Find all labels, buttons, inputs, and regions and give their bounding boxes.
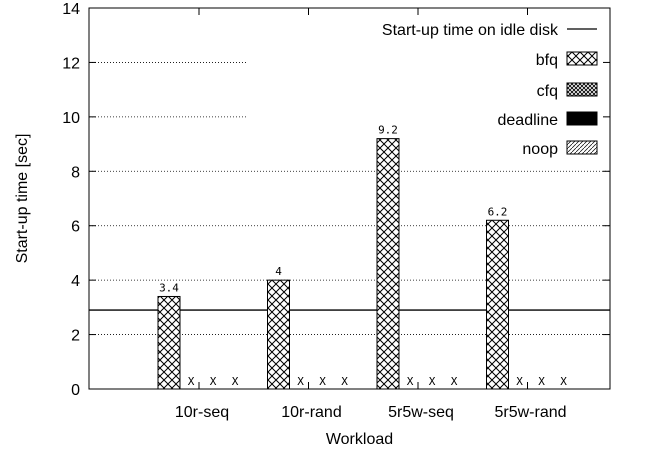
y-tick-label: 4 — [71, 273, 80, 290]
data-label: 3.4 — [159, 281, 179, 294]
legend-label: Start-up time on idle disk — [382, 22, 559, 39]
y-tick-label: 0 — [71, 382, 80, 399]
y-axis-ticks: 0 2 4 6 8 10 12 14 — [62, 1, 610, 399]
y-tick-label: 14 — [62, 1, 80, 18]
data-label: 9.2 — [378, 124, 398, 137]
legend-label: deadline — [498, 112, 559, 129]
bar-bfq — [376, 138, 400, 390]
missing-value-mark: X — [319, 375, 326, 388]
legend-label: bfq — [536, 52, 558, 69]
missing-value-mark: X — [429, 375, 436, 388]
x-axis-ticks: 10r-seq 10r-rand 5r5w-seq 5r5w-rand — [175, 8, 567, 421]
missing-value-mark: X — [538, 375, 545, 388]
plot-frame — [88, 7, 611, 390]
bar-bfq — [486, 219, 509, 390]
legend-swatch-bfq — [566, 51, 598, 66]
legend-swatch-cfq — [566, 82, 598, 97]
x-axis-title: Workload — [326, 431, 393, 448]
y-tick-label: 2 — [71, 328, 80, 345]
bar-bfq — [157, 295, 181, 390]
missing-value-mark: X — [451, 375, 458, 388]
bar-bfq — [267, 279, 290, 390]
legend-label: cfq — [537, 83, 558, 100]
missing-value-mark: X — [560, 375, 567, 388]
missing-value-mark: X — [516, 375, 523, 388]
x-tick-label: 5r5w-rand — [494, 404, 566, 421]
data-label: 4 — [275, 265, 282, 278]
y-tick-label: 12 — [62, 55, 80, 72]
x-tick-label: 5r5w-seq — [388, 404, 454, 421]
x-tick-label: 10r-seq — [175, 404, 229, 421]
x-tick-label: 10r-rand — [281, 404, 341, 421]
y-axis-title: Start-up time [sec] — [14, 134, 31, 264]
legend: Start-up time on idle disk bfq cfq deadline… — [382, 22, 598, 158]
missing-value-mark: X — [188, 375, 195, 388]
legend-swatch-noop — [566, 140, 598, 155]
missing-value-mark: X — [297, 375, 304, 388]
legend-label: noop — [522, 141, 558, 158]
grid-lines — [89, 62, 610, 335]
data-label: 6.2 — [488, 205, 508, 218]
bars — [157, 138, 509, 390]
missing-value-mark: X — [210, 375, 217, 388]
missing-value-mark: X — [341, 375, 348, 388]
y-tick-label: 6 — [71, 219, 80, 236]
legend-swatch-deadline — [566, 111, 598, 126]
missing-value-mark: X — [407, 375, 414, 388]
data-labels: 3.4 X X X 4 X X X 9.2 X X X 6.2 X X X — [159, 124, 567, 388]
y-tick-label: 10 — [62, 110, 80, 127]
y-tick-label: 8 — [71, 164, 80, 181]
missing-value-mark: X — [232, 375, 239, 388]
